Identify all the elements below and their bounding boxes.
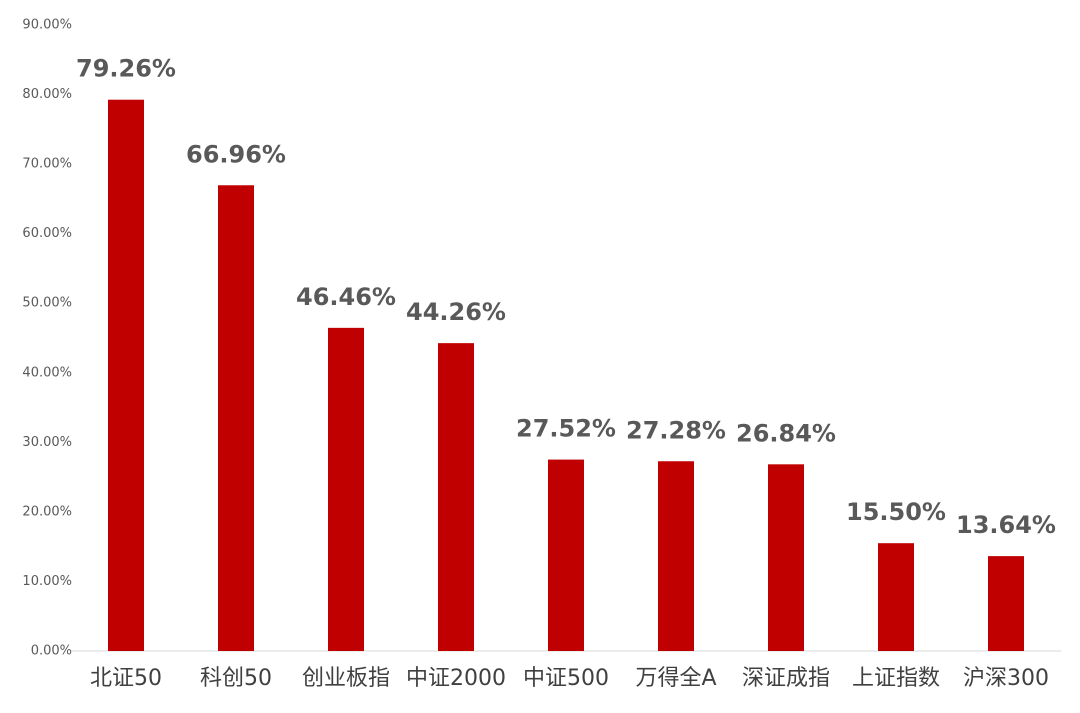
bar xyxy=(438,343,474,651)
x-tick-label: 中证2000 xyxy=(406,666,506,691)
x-tick-label: 万得全A xyxy=(635,666,716,691)
value-label: 13.64% xyxy=(956,511,1056,539)
x-tick-label: 上证指数 xyxy=(852,666,940,691)
x-tick-label: 科创50 xyxy=(200,666,272,691)
value-label: 79.26% xyxy=(76,55,176,83)
value-label: 44.26% xyxy=(406,298,506,326)
bar xyxy=(658,461,694,651)
y-tick-label: 70.00% xyxy=(22,157,72,172)
y-tick-label: 80.00% xyxy=(22,87,72,102)
value-label: 15.50% xyxy=(846,498,946,526)
value-label: 66.96% xyxy=(186,140,286,168)
y-tick-label: 30.00% xyxy=(22,435,72,450)
value-label: 26.84% xyxy=(736,419,836,447)
bar xyxy=(988,556,1024,651)
x-tick-label: 深证成指 xyxy=(742,666,830,691)
bar xyxy=(548,459,584,651)
bar xyxy=(878,543,914,651)
y-tick-label: 60.00% xyxy=(22,226,72,241)
bar xyxy=(768,464,804,651)
value-label: 27.52% xyxy=(516,415,616,443)
y-tick-label: 40.00% xyxy=(22,365,72,380)
y-tick-label: 50.00% xyxy=(22,296,72,311)
bar xyxy=(218,185,254,652)
x-tick-label: 中证500 xyxy=(523,666,609,691)
value-label: 27.28% xyxy=(626,416,726,444)
y-tick-label: 90.00% xyxy=(22,18,72,33)
x-tick-label: 北证50 xyxy=(90,666,162,691)
y-tick-label: 10.00% xyxy=(22,574,72,589)
value-label: 46.46% xyxy=(296,283,396,311)
bar xyxy=(108,99,144,652)
x-tick-label: 沪深300 xyxy=(963,666,1049,691)
y-tick-label: 20.00% xyxy=(22,504,72,519)
bar xyxy=(328,327,364,651)
x-tick-label: 创业板指 xyxy=(302,666,390,691)
y-tick-label: 0.00% xyxy=(31,644,72,659)
